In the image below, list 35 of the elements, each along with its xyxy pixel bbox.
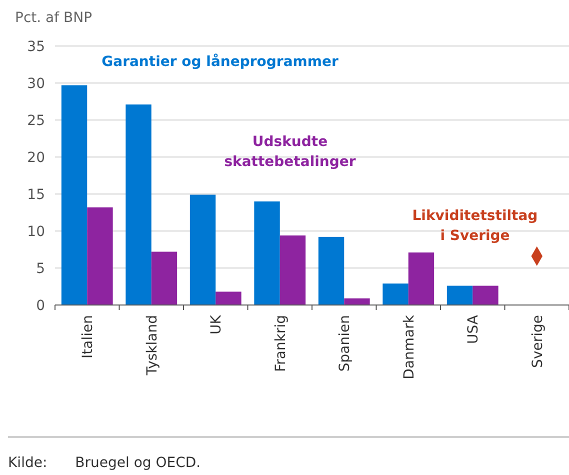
bar bbox=[61, 85, 88, 305]
y-tick-label: 25 bbox=[27, 112, 45, 129]
x-tick-label: Frankrig bbox=[272, 315, 289, 372]
x-tick-label: Sverige bbox=[530, 315, 546, 368]
bar bbox=[254, 201, 280, 305]
y-tick-label: 20 bbox=[27, 150, 45, 166]
bar bbox=[151, 252, 178, 305]
bar bbox=[472, 286, 498, 305]
y-tick-label: 10 bbox=[27, 224, 45, 240]
text: Kilde: Bruegel og OECD. bbox=[8, 455, 201, 471]
bar bbox=[344, 298, 370, 305]
y-tick-label: 0 bbox=[36, 298, 45, 314]
x-tick-label: UK bbox=[208, 314, 225, 334]
bar bbox=[190, 194, 216, 305]
y-tick-label: 35 bbox=[27, 38, 45, 55]
x-tick-label: USA bbox=[466, 314, 482, 344]
bar bbox=[382, 284, 408, 305]
x-tick-label: Danmark bbox=[401, 314, 418, 380]
y-tick-label: 30 bbox=[27, 76, 45, 92]
y-axis-title: Pct. af BNP bbox=[15, 10, 92, 26]
bar bbox=[408, 252, 434, 305]
x-tick-label: Spanien bbox=[337, 315, 354, 372]
x-tick-label: Italien bbox=[80, 315, 96, 358]
bar bbox=[216, 292, 242, 305]
bar bbox=[280, 235, 306, 305]
bar bbox=[318, 236, 344, 305]
y-tick-label: 5 bbox=[36, 260, 45, 277]
x-tick-label: Tyskland bbox=[144, 315, 160, 376]
bar bbox=[126, 104, 152, 305]
series-label: Garantier og låneprogrammer bbox=[102, 53, 338, 70]
bar bbox=[87, 207, 113, 305]
bar bbox=[446, 286, 473, 305]
y-tick-label: 15 bbox=[27, 186, 45, 203]
series-label: Likviditetstiltag i Sverige bbox=[412, 208, 538, 244]
text: Udskudte skattebetalinger bbox=[224, 134, 356, 170]
